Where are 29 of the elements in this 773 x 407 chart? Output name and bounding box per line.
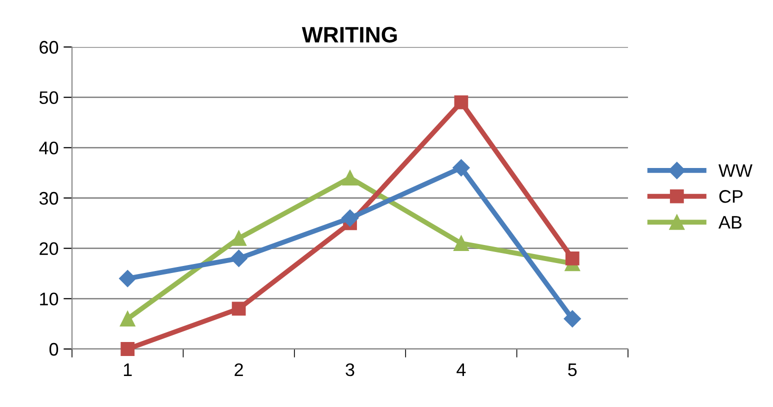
point — [342, 170, 358, 186]
chart-title: WRITING — [302, 26, 397, 43]
x-tick-label: 2 — [234, 363, 243, 376]
point — [231, 230, 246, 246]
y-tick-label: 50 — [39, 91, 58, 104]
point — [454, 95, 468, 110]
y-tick-label: 0 — [49, 342, 58, 356]
point — [564, 310, 581, 328]
point — [232, 302, 246, 316]
point — [452, 159, 470, 176]
point — [230, 250, 248, 267]
y-tick-label: 60 — [40, 40, 58, 54]
legend-label: WW — [718, 164, 752, 177]
y-tick-label: 40 — [39, 142, 58, 154]
x-tick-label: 5 — [568, 364, 577, 376]
point — [454, 236, 469, 251]
point — [341, 210, 359, 227]
y-tick-label: 10 — [40, 292, 58, 306]
x-tick-label: 3 — [346, 363, 354, 376]
point — [120, 342, 135, 356]
legend-label: CP — [719, 190, 743, 203]
x-tick-label: 4 — [456, 364, 466, 376]
legend-label: AB — [718, 216, 742, 229]
point — [565, 251, 580, 266]
point — [120, 311, 136, 326]
y-tick-label: 30 — [39, 192, 58, 205]
x-tick-label: 1 — [124, 364, 132, 376]
point — [119, 270, 136, 288]
y-tick-label: 20 — [40, 242, 58, 256]
